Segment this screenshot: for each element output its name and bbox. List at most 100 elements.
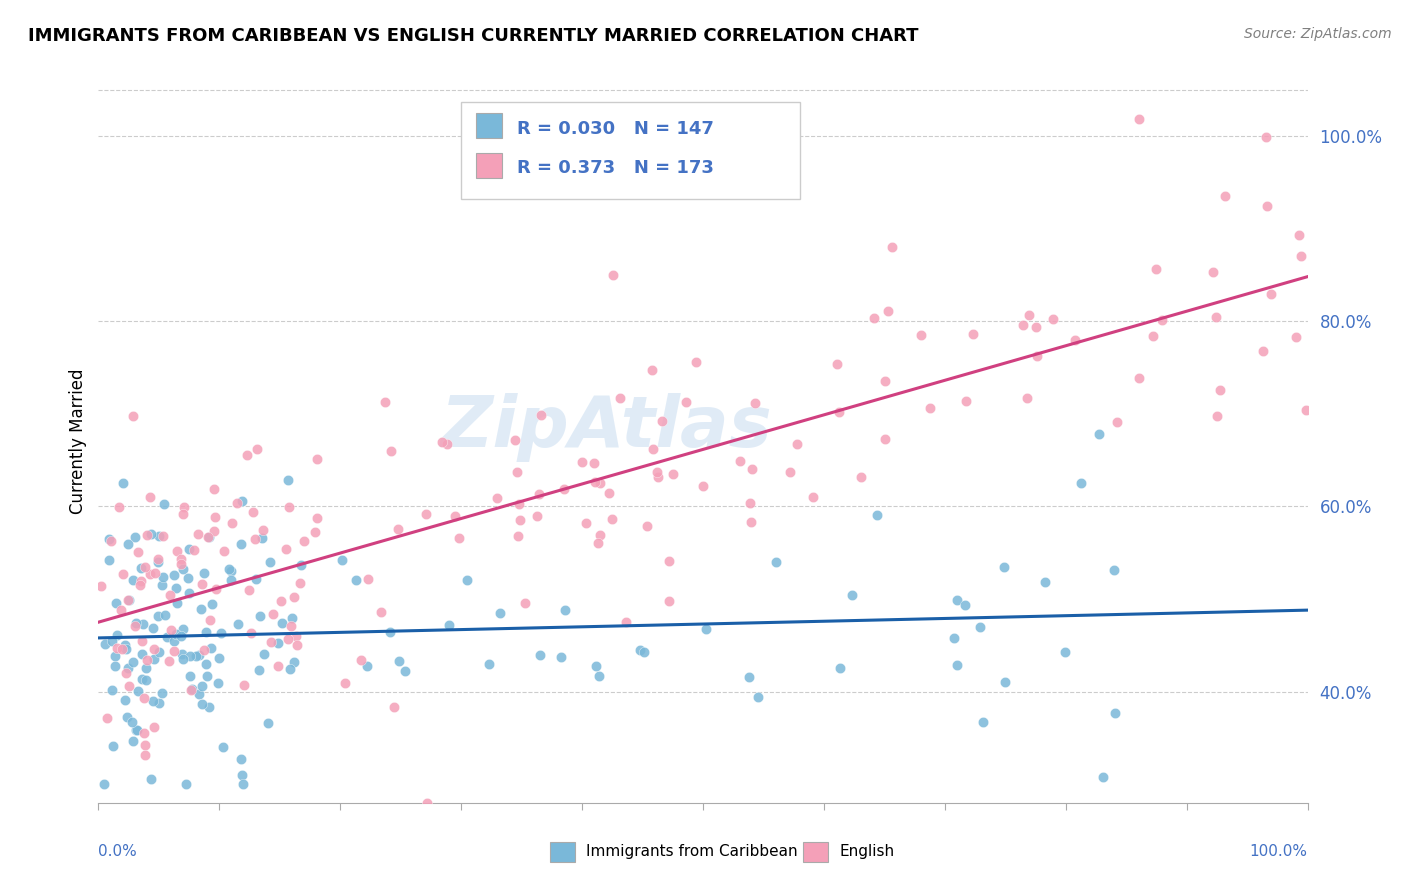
- Point: [121, 573, 143, 587]
- Point: [136, 527, 159, 541]
- Point: [208, 651, 231, 665]
- Point: [437, 617, 460, 632]
- Point: [104, 596, 127, 610]
- Point: [284, 629, 307, 643]
- Point: [195, 657, 218, 672]
- Point: [270, 615, 292, 630]
- Point: [152, 570, 174, 584]
- Point: [194, 624, 217, 639]
- Point: [142, 642, 165, 657]
- Point: [252, 524, 274, 538]
- Point: [415, 507, 437, 521]
- Point: [129, 578, 152, 592]
- Point: [779, 465, 801, 479]
- Point: [447, 531, 470, 545]
- Point: [172, 507, 194, 521]
- Point: [477, 657, 499, 672]
- Point: [143, 566, 166, 580]
- Point: [174, 777, 197, 791]
- Point: [204, 582, 226, 597]
- Point: [582, 456, 605, 470]
- Point: [180, 681, 202, 696]
- Point: [177, 571, 200, 585]
- Point: [240, 625, 263, 640]
- Point: [1205, 409, 1227, 423]
- Point: [245, 572, 267, 586]
- Point: [1104, 706, 1126, 721]
- Point: [172, 647, 194, 661]
- Point: [131, 673, 153, 687]
- Point: [262, 607, 284, 621]
- Point: [148, 645, 170, 659]
- Point: [172, 652, 194, 666]
- FancyBboxPatch shape: [461, 102, 800, 200]
- Point: [356, 659, 378, 673]
- Point: [159, 589, 181, 603]
- Point: [645, 465, 668, 479]
- Point: [589, 476, 612, 491]
- Text: English: English: [839, 845, 894, 859]
- Point: [198, 699, 221, 714]
- Text: R = 0.373   N = 173: R = 0.373 N = 173: [517, 160, 714, 178]
- Point: [153, 497, 176, 511]
- Point: [104, 659, 127, 673]
- Point: [513, 596, 536, 610]
- Point: [636, 519, 658, 533]
- Point: [1012, 318, 1035, 333]
- Point: [1042, 312, 1064, 326]
- Point: [357, 572, 380, 586]
- Point: [129, 574, 152, 589]
- Point: [658, 554, 681, 568]
- Point: [740, 515, 762, 529]
- Point: [1209, 384, 1232, 398]
- Point: [278, 500, 301, 515]
- Point: [191, 698, 214, 712]
- Point: [333, 675, 356, 690]
- Point: [231, 752, 253, 766]
- Point: [127, 683, 149, 698]
- Point: [117, 661, 139, 675]
- Point: [146, 609, 169, 624]
- Point: [554, 603, 576, 617]
- Point: [628, 643, 651, 657]
- Point: [955, 393, 977, 408]
- Point: [1288, 228, 1310, 243]
- Point: [740, 495, 762, 509]
- Point: [121, 715, 143, 730]
- Point: [187, 648, 209, 663]
- Point: [508, 528, 530, 542]
- Point: [415, 796, 437, 810]
- Point: [276, 541, 298, 556]
- Point: [527, 487, 550, 501]
- Text: 100.0%: 100.0%: [1250, 845, 1308, 860]
- Point: [172, 562, 194, 576]
- Point: [228, 616, 250, 631]
- Point: [382, 700, 405, 714]
- Point: [125, 615, 148, 630]
- Point: [170, 629, 193, 643]
- Point: [910, 328, 932, 343]
- Point: [330, 552, 353, 566]
- Point: [93, 777, 115, 791]
- Point: [150, 578, 173, 592]
- Point: [747, 690, 769, 704]
- Point: [219, 573, 242, 587]
- Point: [485, 491, 508, 505]
- Point: [801, 490, 824, 504]
- Point: [786, 437, 808, 451]
- Point: [153, 607, 176, 622]
- Point: [252, 531, 274, 545]
- Point: [177, 586, 200, 600]
- Point: [134, 739, 156, 753]
- Point: [179, 669, 201, 683]
- Point: [550, 650, 572, 665]
- Point: [828, 405, 851, 419]
- Point: [132, 616, 155, 631]
- Point: [744, 396, 766, 410]
- Point: [305, 511, 328, 525]
- Point: [148, 529, 170, 543]
- Point: [183, 542, 205, 557]
- Point: [201, 597, 224, 611]
- Point: [267, 659, 290, 673]
- Point: [121, 409, 143, 423]
